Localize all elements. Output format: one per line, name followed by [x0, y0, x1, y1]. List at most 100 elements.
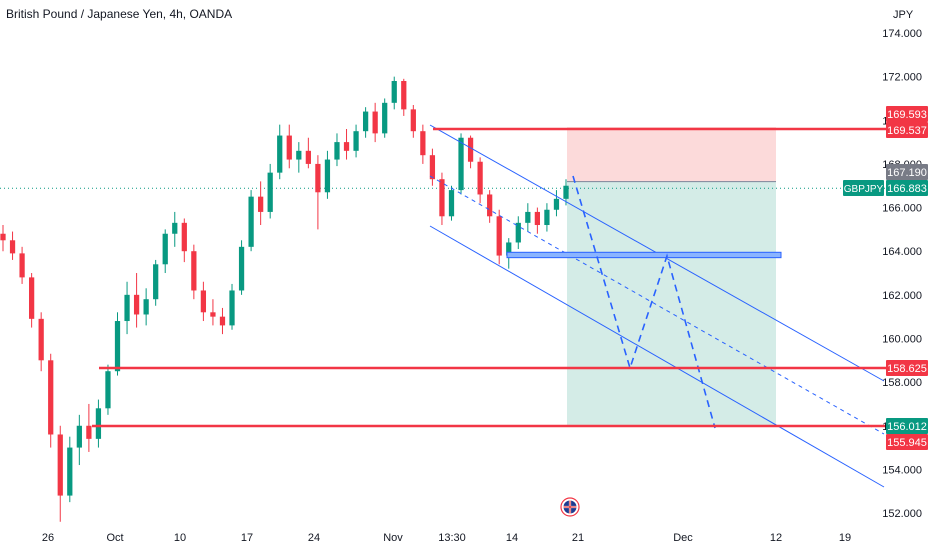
candle-body: [467, 137, 474, 162]
price-label-text: 158.625: [887, 363, 927, 375]
y-tick-label: 158.000: [882, 377, 922, 389]
candle-body: [219, 316, 226, 326]
candle-body: [362, 111, 369, 132]
candle: [86, 403, 92, 452]
stop-loss-zone: [567, 127, 776, 182]
x-tick-label: 24: [308, 532, 320, 544]
candle-body: [9, 240, 16, 254]
candle: [391, 76, 397, 110]
candle-body: [67, 447, 73, 496]
y-tick-label: 166.000: [882, 203, 922, 215]
candle-body: [382, 102, 388, 134]
x-tick-label: 14: [506, 532, 518, 544]
candle: [324, 150, 331, 199]
candle-body: [487, 194, 493, 217]
candle-body: [95, 408, 102, 439]
candle-body: [248, 196, 254, 247]
candle-body: [534, 211, 540, 226]
price-label-text: 169.593: [887, 109, 927, 121]
candle: [467, 135, 474, 169]
candle-body: [172, 222, 178, 234]
candle-body: [200, 290, 207, 313]
candle-body: [334, 142, 340, 160]
symbol-tag-text: GBPJPY: [844, 184, 884, 195]
candle: [143, 288, 149, 326]
price-label-support: 158.625: [886, 360, 928, 376]
x-tick-label: 13:30: [438, 532, 466, 544]
candle: [544, 203, 550, 232]
y-tick-label: 172.000: [882, 72, 922, 84]
candle: [162, 229, 168, 274]
candle-body: [563, 185, 569, 199]
candle: [19, 246, 25, 284]
candle-body: [48, 360, 54, 435]
candle-body: [324, 159, 331, 193]
candle: [9, 231, 16, 260]
y-tick-label: 174.000: [882, 28, 922, 40]
candle-body: [372, 111, 378, 134]
candle: [229, 283, 235, 330]
candle-body: [181, 222, 187, 252]
x-tick-label: 10: [174, 532, 186, 544]
y-tick-label: 160.000: [882, 333, 922, 345]
price-label-support: 155.945: [886, 434, 928, 450]
candle-body: [525, 211, 531, 223]
uk-flag-icon[interactable]: [560, 497, 580, 517]
candle: [487, 190, 493, 223]
candle: [315, 155, 321, 230]
candle: [57, 425, 63, 522]
candle: [362, 107, 369, 138]
candle-body: [401, 81, 407, 110]
candle-body: [105, 371, 111, 409]
candle: [420, 124, 426, 164]
candle: [439, 172, 445, 226]
candle: [267, 163, 273, 219]
candle-body: [38, 318, 44, 361]
candle: [114, 312, 121, 376]
take-profit-zone: [567, 181, 776, 426]
candle: [477, 157, 483, 204]
price-label-entry: 167.190: [886, 164, 928, 180]
candle-body: [114, 321, 121, 372]
candle: [238, 240, 245, 295]
price-label-target: 156.012: [886, 418, 928, 434]
candle: [191, 244, 197, 300]
candle: [29, 273, 35, 328]
price-label-text: 167.190: [887, 167, 927, 179]
candle-body: [29, 277, 35, 319]
candle: [258, 181, 264, 226]
channel-lower-line: [429, 225, 885, 488]
candle-body: [296, 150, 302, 160]
candle: [172, 211, 178, 247]
candle: [200, 281, 207, 322]
price-label-text: 155.945: [887, 437, 927, 449]
candle-body: [162, 233, 168, 265]
candle: [248, 190, 254, 252]
symbol-tag: [843, 180, 884, 196]
candle-body: [258, 196, 264, 212]
candle: [124, 281, 130, 335]
candle: [181, 218, 187, 263]
candle: [305, 137, 311, 169]
candle: [410, 105, 416, 138]
candle-body: [57, 434, 63, 496]
candle-body: [429, 155, 436, 180]
candle: [153, 259, 159, 306]
candle-body: [448, 190, 455, 217]
demand-zone-rect[interactable]: [506, 251, 782, 259]
candle-body: [439, 179, 445, 217]
candle-body: [19, 253, 25, 278]
y-tick-label: 162.000: [882, 290, 922, 302]
candle: [95, 399, 102, 448]
candle-body: [86, 425, 92, 439]
x-tick-label: 26: [42, 532, 54, 544]
candle: [67, 436, 73, 503]
candle-body: [544, 209, 550, 226]
candle: [38, 312, 44, 372]
candle-body: [353, 131, 359, 151]
candle: [0, 225, 6, 252]
candle: [448, 185, 455, 221]
candle: [458, 133, 464, 195]
candle: [48, 353, 54, 448]
